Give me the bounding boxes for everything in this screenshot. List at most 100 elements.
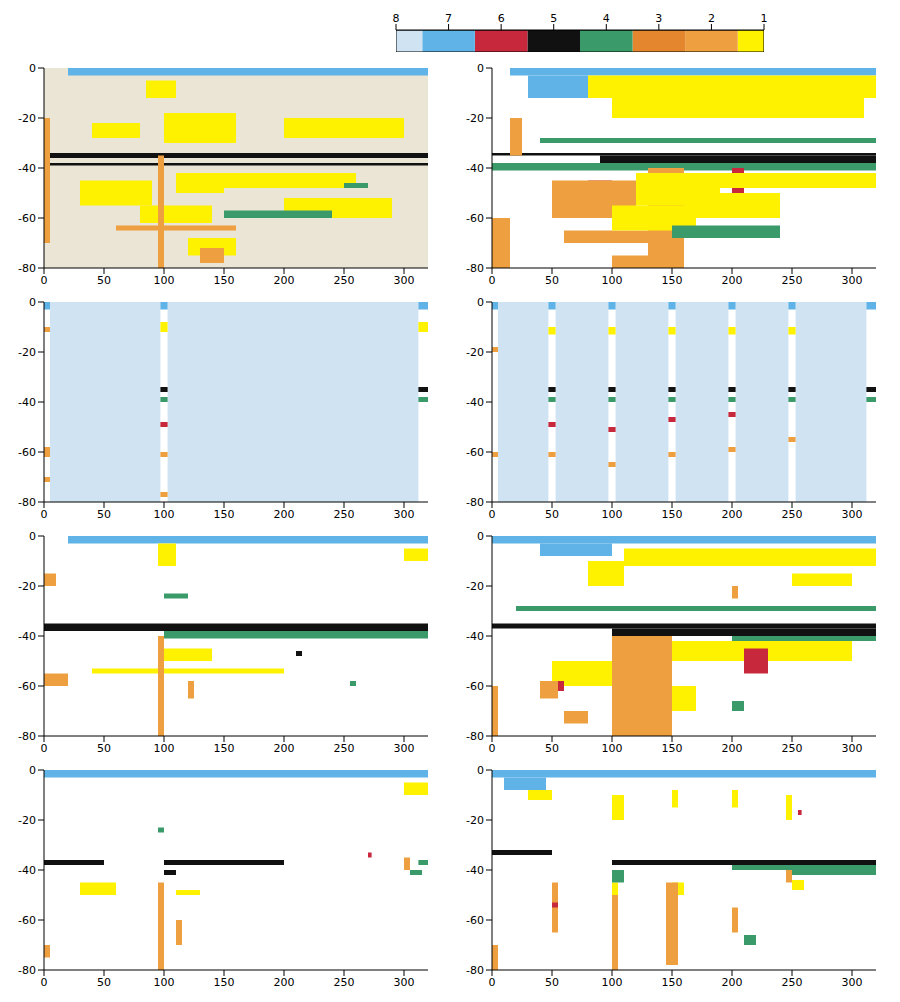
svg-text:0: 0	[29, 530, 36, 543]
svg-text:5: 5	[550, 12, 557, 25]
svg-text:3: 3	[655, 12, 662, 25]
svg-text:0: 0	[29, 62, 36, 75]
svg-text:100: 100	[154, 976, 175, 989]
svg-text:-20: -20	[18, 814, 36, 827]
svg-text:-20: -20	[18, 580, 36, 593]
svg-text:-40: -40	[18, 864, 36, 877]
svg-text:100: 100	[154, 742, 175, 755]
svg-text:200: 200	[274, 742, 295, 755]
svg-text:0: 0	[29, 764, 36, 777]
svg-text:100: 100	[602, 274, 623, 287]
svg-text:-80: -80	[466, 262, 484, 275]
svg-text:-80: -80	[466, 730, 484, 743]
svg-text:6: 6	[498, 12, 505, 25]
svg-text:250: 250	[334, 742, 355, 755]
svg-text:150: 150	[214, 274, 235, 287]
svg-text:300: 300	[842, 508, 863, 521]
svg-text:-40: -40	[466, 864, 484, 877]
svg-text:-40: -40	[466, 630, 484, 643]
svg-text:-60: -60	[466, 446, 484, 459]
svg-text:-20: -20	[466, 814, 484, 827]
svg-text:0: 0	[29, 296, 36, 309]
svg-text:-80: -80	[18, 964, 36, 977]
svg-text:-20: -20	[466, 346, 484, 359]
svg-text:-40: -40	[18, 396, 36, 409]
svg-text:250: 250	[782, 274, 803, 287]
svg-text:50: 50	[545, 742, 559, 755]
svg-text:8: 8	[393, 12, 400, 25]
svg-text:-80: -80	[18, 496, 36, 509]
svg-text:-60: -60	[18, 914, 36, 927]
svg-text:200: 200	[274, 976, 295, 989]
svg-text:200: 200	[274, 274, 295, 287]
svg-text:-20: -20	[18, 346, 36, 359]
svg-text:-60: -60	[18, 212, 36, 225]
svg-text:150: 150	[214, 976, 235, 989]
svg-text:300: 300	[842, 274, 863, 287]
svg-text:-60: -60	[18, 680, 36, 693]
svg-text:7: 7	[445, 12, 452, 25]
svg-text:200: 200	[722, 742, 743, 755]
svg-text:100: 100	[602, 976, 623, 989]
svg-text:200: 200	[274, 508, 295, 521]
svg-text:50: 50	[97, 274, 111, 287]
svg-text:0: 0	[477, 62, 484, 75]
svg-text:300: 300	[394, 508, 415, 521]
svg-text:-80: -80	[466, 964, 484, 977]
svg-text:150: 150	[662, 274, 683, 287]
svg-text:300: 300	[842, 742, 863, 755]
svg-text:150: 150	[662, 742, 683, 755]
svg-text:-40: -40	[466, 396, 484, 409]
svg-text:300: 300	[394, 274, 415, 287]
svg-text:50: 50	[97, 976, 111, 989]
svg-text:-80: -80	[466, 496, 484, 509]
svg-text:1: 1	[761, 12, 768, 25]
svg-text:50: 50	[545, 976, 559, 989]
svg-text:200: 200	[722, 508, 743, 521]
svg-text:200: 200	[722, 976, 743, 989]
svg-text:-40: -40	[18, 630, 36, 643]
svg-text:300: 300	[394, 742, 415, 755]
svg-text:0: 0	[489, 976, 496, 989]
svg-text:100: 100	[154, 274, 175, 287]
svg-text:250: 250	[782, 742, 803, 755]
svg-text:-80: -80	[18, 262, 36, 275]
svg-text:150: 150	[662, 508, 683, 521]
svg-text:250: 250	[334, 976, 355, 989]
svg-text:250: 250	[334, 274, 355, 287]
svg-text:-60: -60	[466, 914, 484, 927]
svg-text:-80: -80	[18, 730, 36, 743]
svg-text:150: 150	[214, 508, 235, 521]
svg-text:0: 0	[477, 296, 484, 309]
svg-text:250: 250	[334, 508, 355, 521]
svg-text:0: 0	[489, 274, 496, 287]
svg-text:200: 200	[722, 274, 743, 287]
svg-text:100: 100	[602, 742, 623, 755]
svg-text:2: 2	[708, 12, 715, 25]
svg-text:-20: -20	[18, 112, 36, 125]
svg-text:-40: -40	[466, 162, 484, 175]
svg-text:-20: -20	[466, 580, 484, 593]
svg-text:0: 0	[489, 742, 496, 755]
svg-text:150: 150	[214, 742, 235, 755]
svg-text:-40: -40	[18, 162, 36, 175]
svg-text:0: 0	[41, 274, 48, 287]
svg-text:0: 0	[41, 742, 48, 755]
svg-text:0: 0	[489, 508, 496, 521]
svg-text:50: 50	[97, 508, 111, 521]
svg-text:50: 50	[545, 508, 559, 521]
svg-text:-60: -60	[18, 446, 36, 459]
svg-text:0: 0	[41, 508, 48, 521]
svg-text:250: 250	[782, 976, 803, 989]
svg-text:300: 300	[842, 976, 863, 989]
svg-text:250: 250	[782, 508, 803, 521]
svg-text:-60: -60	[466, 212, 484, 225]
svg-text:-20: -20	[466, 112, 484, 125]
svg-text:50: 50	[545, 274, 559, 287]
svg-text:4: 4	[603, 12, 610, 25]
svg-text:0: 0	[477, 530, 484, 543]
svg-text:50: 50	[97, 742, 111, 755]
svg-text:100: 100	[154, 508, 175, 521]
svg-text:300: 300	[394, 976, 415, 989]
svg-text:150: 150	[662, 976, 683, 989]
